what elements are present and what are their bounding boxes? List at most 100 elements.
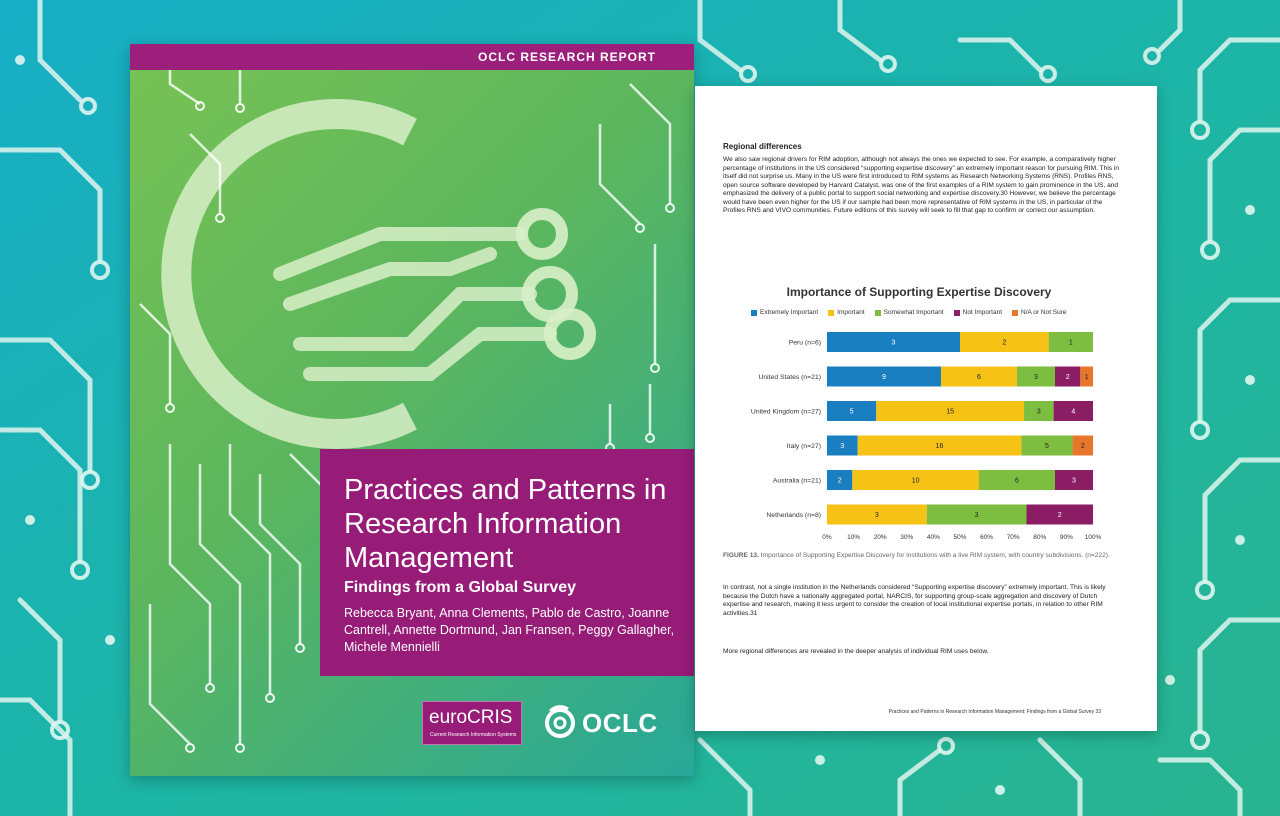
body-paragraph-2: In contrast, not a single institution in… bbox=[723, 584, 1106, 617]
x-tick-label: 70% bbox=[1007, 534, 1020, 541]
eurocris-logo-text: euroCRIS bbox=[429, 707, 513, 728]
cover-title: Practices and Patterns in Research Infor… bbox=[344, 474, 667, 574]
bar-segment bbox=[926, 504, 1027, 525]
oclc-logo: OCLC bbox=[542, 705, 672, 741]
bar-segment bbox=[1053, 401, 1093, 421]
x-tick-label: 40% bbox=[927, 534, 940, 541]
x-tick-label: 50% bbox=[953, 534, 966, 541]
legend-label: Important bbox=[837, 309, 865, 316]
bar-segment bbox=[876, 401, 1025, 421]
bar-segment bbox=[1024, 401, 1054, 421]
stacked-bar-chart: Peru (n=6) 3 2 1 United States (n=21) 9 6 3 2 1 Un… bbox=[751, 332, 1102, 541]
report-page: Regional differences We also saw regiona… bbox=[695, 86, 1157, 731]
category-label: Peru (n=6) bbox=[789, 340, 821, 347]
body-paragraph-1: We also saw regional drivers for RIM ado… bbox=[723, 156, 1120, 214]
data-label: 15 bbox=[946, 409, 954, 416]
data-label: 3 bbox=[892, 340, 896, 347]
x-tick-label: 60% bbox=[980, 534, 993, 541]
x-tick-label: 10% bbox=[847, 534, 860, 541]
data-label: 1 bbox=[1085, 374, 1089, 381]
bar-segment bbox=[1072, 435, 1093, 456]
legend-label: Extremely Important bbox=[760, 309, 819, 316]
data-label: 2 bbox=[1081, 443, 1085, 450]
bar-segment bbox=[827, 401, 877, 421]
legend-swatch bbox=[1012, 309, 1019, 316]
data-label: 6 bbox=[1015, 478, 1019, 485]
bar-segment bbox=[979, 470, 1055, 490]
legend-swatch bbox=[828, 309, 835, 316]
data-label: 2 bbox=[838, 478, 842, 485]
legend-item: N/A or Not Sure bbox=[1012, 309, 1067, 316]
data-label: 3 bbox=[975, 512, 979, 519]
legend-item: Important bbox=[828, 309, 865, 316]
eurocris-logo: euroCRIS Current Research Information Sy… bbox=[422, 701, 522, 745]
chart-title: Importance of Supporting Expertise Disco… bbox=[786, 285, 1052, 299]
bar-segment bbox=[1055, 366, 1081, 387]
data-label: 4 bbox=[1071, 409, 1075, 416]
bar-segment bbox=[1080, 366, 1093, 387]
data-label: 2 bbox=[1058, 512, 1062, 519]
bar-segment bbox=[1021, 435, 1073, 456]
bar-segment bbox=[827, 470, 853, 490]
legend-label: Somewhat Important bbox=[883, 309, 944, 316]
bar-segment bbox=[941, 366, 1017, 387]
report-series-label: OCLC RESEARCH REPORT bbox=[477, 50, 656, 64]
data-label: 5 bbox=[1045, 443, 1049, 450]
bar-segment bbox=[827, 366, 941, 387]
bar-segment bbox=[852, 470, 979, 490]
figure-label: FIGURE 13. bbox=[723, 552, 759, 559]
data-label: 6 bbox=[977, 374, 981, 381]
chart-legend: Extremely Important Important Somewhat I… bbox=[751, 309, 1131, 316]
data-label: 16 bbox=[936, 443, 944, 450]
figure-caption: FIGURE 13. Importance of Supporting Expe… bbox=[723, 552, 1133, 561]
title-box: Practices and Patterns in Research Infor… bbox=[320, 449, 694, 676]
cover-authors: Rebecca Bryant, Anna Clements, Pablo de … bbox=[344, 606, 675, 654]
x-tick-label: 90% bbox=[1060, 534, 1073, 541]
legend-item: Extremely Important bbox=[751, 309, 818, 316]
legend-swatch bbox=[953, 309, 960, 316]
x-tick-label: 30% bbox=[900, 534, 913, 541]
category-label: United Kingdom (n=27) bbox=[751, 409, 821, 416]
data-label: 3 bbox=[1034, 374, 1038, 381]
x-tick-label: 20% bbox=[874, 534, 887, 541]
bar-segment bbox=[1048, 332, 1093, 352]
data-label: 1 bbox=[1069, 340, 1073, 347]
bar-segment bbox=[827, 332, 960, 352]
bar-segment bbox=[1055, 470, 1093, 490]
legend-item: Somewhat Important bbox=[874, 309, 944, 316]
cover-subtitle: Findings from a Global Survey bbox=[344, 579, 577, 596]
eurocris-tagline: Current Research Information Systems bbox=[430, 732, 517, 738]
data-label: 2 bbox=[1066, 374, 1070, 381]
bar-segment bbox=[857, 435, 1022, 456]
x-tick-label: 80% bbox=[1033, 534, 1046, 541]
legend-swatch bbox=[874, 309, 881, 316]
legend-swatch bbox=[751, 309, 757, 316]
data-label: 10 bbox=[912, 478, 920, 485]
legend-label: N/A or Not Sure bbox=[1021, 309, 1067, 316]
legend-label: Not Important bbox=[962, 309, 1003, 316]
report-series-band: OCLC RESEARCH REPORT bbox=[130, 44, 694, 70]
category-label: Australia (n=21) bbox=[773, 478, 821, 485]
bar-segment bbox=[960, 332, 1049, 352]
page-footer: Practices and Patterns in Research Infor… bbox=[888, 709, 1101, 715]
category-label: Italy (n=27) bbox=[787, 443, 821, 450]
circuit-logo-graphic bbox=[139, 44, 675, 753]
category-label: Netherlands (n=8) bbox=[766, 512, 821, 519]
oclc-logo-text: OCLC bbox=[582, 708, 658, 738]
data-label: 9 bbox=[882, 374, 886, 381]
report-cover: OCLC RESEARCH REPORT Practices and Patte… bbox=[130, 44, 694, 776]
bar-segment bbox=[827, 504, 927, 525]
legend-item: Not Important bbox=[953, 309, 1003, 316]
category-label: United States (n=21) bbox=[758, 374, 821, 381]
data-label: 3 bbox=[875, 512, 879, 519]
bar-segment bbox=[827, 435, 858, 456]
x-tick-label: 0% bbox=[822, 534, 832, 541]
oclc-symbol-icon bbox=[545, 705, 575, 738]
data-label: 3 bbox=[1072, 478, 1076, 485]
data-label: 2 bbox=[1002, 340, 1006, 347]
section-heading: Regional differences bbox=[723, 142, 802, 151]
figure-caption-text: Importance of Supporting Expertise Disco… bbox=[758, 552, 1110, 559]
x-tick-label: 100% bbox=[1085, 534, 1102, 541]
bar-segment bbox=[1017, 366, 1055, 387]
data-label: 3 bbox=[840, 443, 844, 450]
